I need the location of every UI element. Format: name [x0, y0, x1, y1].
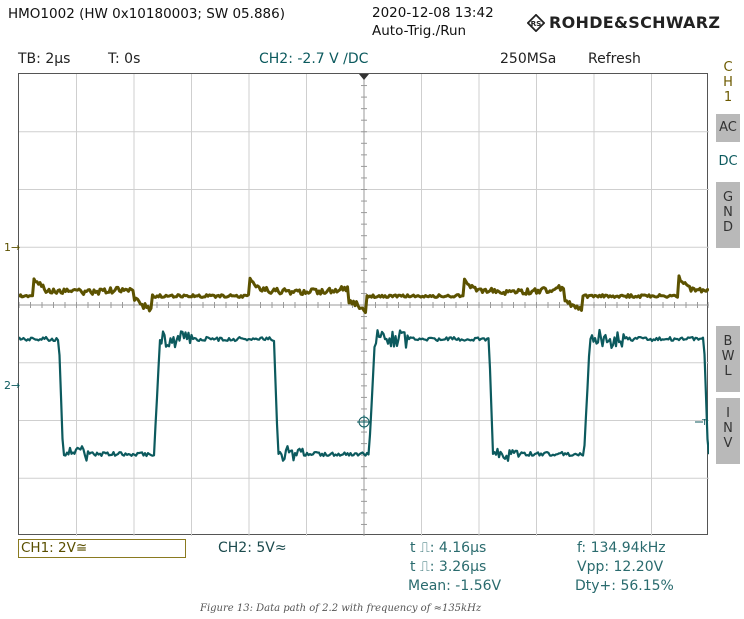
ch2-trace — [19, 328, 709, 462]
bwl-letter-l: L — [724, 364, 732, 379]
brand-logo: RS ROHDE&SCHWARZ — [527, 13, 720, 32]
bottom-info-bar: CH1: 2V≅ CH2: 5V≈ t ⎍: 4.16µs t ⎍: 3.26µ… — [0, 538, 744, 598]
measurement-duty: Dty+: 56.15% — [575, 578, 674, 594]
measurement-vpp: Vpp: 12.20V — [577, 559, 664, 575]
trigger-status: Auto-Trig./Run — [372, 23, 467, 39]
trigger-time[interactable]: T: 0s — [108, 51, 141, 67]
gnd-letter-d: D — [722, 220, 733, 235]
acquisition-mode[interactable]: Refresh — [588, 51, 641, 67]
channel-letter-c: C — [723, 60, 733, 75]
waveform-display: T — [19, 74, 709, 536]
bwl-letter-b: B — [723, 334, 733, 349]
svg-text:RS: RS — [531, 19, 542, 28]
date-time: 2020-12-08 13:42 Auto-Trig./Run — [372, 4, 494, 40]
coupling-gnd-button[interactable]: G N D — [716, 182, 740, 248]
timebase-setting[interactable]: TB: 2µs — [18, 51, 71, 67]
bwl-letter-w: W — [721, 349, 735, 364]
ch1-marker-label: 1 — [4, 241, 11, 254]
status-row: TB: 2µs T: 0s CH2: -2.7 V ∕DC 250MSa Ref… — [0, 48, 714, 72]
date-time-value: 2020-12-08 13:42 — [372, 5, 494, 21]
channel-letter-1: 1 — [723, 90, 733, 105]
inv-letter-i: I — [726, 406, 730, 421]
measurement-mean: Mean: -1.56V — [408, 578, 502, 594]
ch1-trace — [19, 274, 709, 314]
ch2-setting[interactable]: CH2: 5V≈ — [218, 540, 287, 556]
measurement-negative-width: t ⎍: 3.26µs — [410, 559, 487, 575]
gnd-letter-g: G — [722, 190, 734, 205]
brand-name: ROHDE&SCHWARZ — [549, 13, 721, 32]
coupling-ac-button[interactable]: AC — [716, 114, 740, 142]
sample-rate: 250MSa — [500, 51, 557, 67]
device-title: HMO1002 (HW 0x10180003; SW 05.886) — [8, 6, 285, 22]
ch1-setting-box[interactable]: CH1: 2V≅ — [18, 539, 186, 558]
svg-text:T: T — [701, 418, 707, 427]
rs-logo-icon: RS — [527, 13, 545, 32]
channel-indicator: C H 1 — [716, 58, 740, 105]
coupling-dc-button[interactable]: DC — [716, 148, 740, 176]
trigger-level-marker — [357, 415, 371, 429]
ch2-ground-marker[interactable]: 2→ — [4, 379, 21, 392]
inv-letter-v: V — [723, 436, 733, 451]
ch1-ground-marker[interactable]: 1→ — [4, 241, 21, 254]
inv-letter-n: N — [723, 421, 733, 436]
gnd-letter-n: N — [723, 205, 733, 220]
right-trigger-marker: T — [695, 418, 707, 427]
ch2-trigger-setting[interactable]: CH2: -2.7 V ∕DC — [259, 51, 369, 67]
measurement-frequency: f: 134.94kHz — [577, 540, 666, 556]
measurement-positive-width: t ⎍: 4.16µs — [410, 540, 487, 556]
trigger-position-marker — [359, 74, 369, 80]
bwl-button[interactable]: B W L — [716, 326, 740, 392]
inv-button[interactable]: I N V — [716, 398, 740, 464]
figure-caption: Figure 13: Data path of 2.2 with frequen… — [200, 603, 482, 614]
scope-grid: T — [18, 73, 709, 536]
channel-letter-h: H — [723, 75, 733, 90]
ch2-marker-label: 2 — [4, 379, 11, 392]
center-tick-marks — [19, 74, 709, 525]
